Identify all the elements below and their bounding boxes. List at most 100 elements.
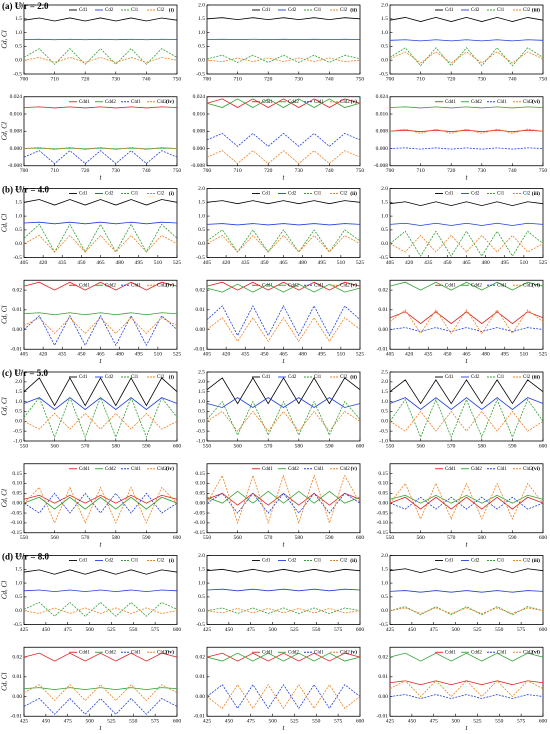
x-axis-label: t (100, 540, 103, 548)
series-line (23, 150, 178, 165)
x-tick-label: 480 (299, 352, 308, 358)
x-tick-label: 600 (173, 719, 182, 725)
y-tick-label: -1.0 (13, 438, 22, 444)
y-tick-label: -0.008 (8, 163, 22, 169)
x-tick-label: 525 (539, 260, 548, 266)
x-tick-label: 750 (539, 76, 548, 82)
y-tick-label: -1.0 (379, 438, 388, 444)
x-tick-label: 450 (443, 260, 452, 266)
y-tick-label: 0.00 (378, 500, 388, 506)
legend-label: Cld2 (157, 100, 167, 105)
series-line (206, 377, 361, 405)
legend-label: Cd1 (445, 375, 454, 380)
x-tick-label: 720 (81, 168, 90, 174)
x-axis-label: t (100, 173, 103, 181)
y-tick-label: 1.5 (15, 567, 22, 573)
x-tick-label: 700 (20, 76, 29, 82)
y-tick-label: 1.0 (381, 213, 388, 219)
series-line (389, 47, 544, 67)
series-line (206, 683, 361, 710)
legend-label: Cd1 (262, 8, 271, 13)
legend-label: Cd2 (105, 559, 114, 564)
legend-label: Cd2 (471, 375, 480, 380)
legend-label: Cdd2 (471, 467, 482, 472)
x-tick-label: 710 (233, 76, 242, 82)
x-tick-label: 475 (430, 719, 439, 725)
x-tick-label: 590 (142, 535, 151, 541)
x-tick-label: 465 (462, 260, 471, 266)
x-tick-label: 720 (447, 76, 456, 82)
legend-label: Cdd1 (262, 650, 273, 655)
y-tick-label: 0.0 (198, 419, 205, 425)
y-tick-label: 0.00 (12, 500, 22, 506)
panel-label: (iv) (166, 282, 174, 289)
legend-label: Cld1 (314, 650, 324, 655)
series-line (23, 412, 178, 430)
legend-label: Cdd2 (105, 467, 116, 472)
y-tick-label: -0.5 (13, 428, 22, 434)
x-tick-label: 500 (268, 719, 277, 725)
legend-label: Cld2 (523, 650, 533, 655)
x-tick-label: 740 (508, 76, 517, 82)
y-tick-label: -0.5 (196, 255, 205, 261)
legend-label: Cdd2 (288, 650, 299, 655)
series-line (23, 396, 178, 439)
y-tick-label: 1.0 (198, 213, 205, 219)
x-tick-label: 450 (42, 627, 51, 633)
legend-label: Cl1 (314, 8, 322, 13)
plot-frame (206, 646, 361, 717)
y-tick-label: 0.01 (195, 307, 205, 313)
series-line (206, 608, 361, 614)
series-line (389, 311, 544, 325)
plot-frame (389, 4, 544, 75)
x-tick-label: 500 (451, 627, 460, 633)
y-tick-label: 0.00 (195, 500, 205, 506)
y-tick-label: 0.05 (378, 491, 388, 497)
y-tick-label: 0.01 (195, 674, 205, 680)
series-line (23, 697, 178, 715)
series-line (206, 229, 361, 253)
x-tick-label: 435 (241, 352, 250, 358)
x-tick-label: 600 (539, 627, 548, 633)
y-tick-label: 0.5 (381, 409, 388, 415)
series-line (23, 221, 178, 225)
series-line (23, 684, 178, 702)
series-line (389, 652, 544, 662)
x-tick-label: 580 (112, 443, 121, 449)
x-tick-label: 590 (508, 535, 517, 541)
series-line (206, 305, 361, 337)
x-tick-label: 700 (203, 168, 212, 174)
x-tick-label: 710 (50, 76, 59, 82)
legend-label: Cl2 (523, 192, 531, 197)
series-line (23, 492, 178, 514)
series-line (389, 230, 544, 257)
x-tick-label: 550 (129, 627, 138, 633)
x-tick-label: 525 (173, 352, 182, 358)
legend-label: Cdd2 (471, 100, 482, 105)
x-tick-label: 510 (154, 352, 163, 358)
legend-label: Cld1 (131, 650, 141, 655)
x-tick-label: 575 (151, 627, 160, 633)
y-tick-label: 0.00 (12, 694, 22, 700)
legend-label: Cl2 (157, 8, 165, 13)
legend-label: Cd1 (79, 375, 88, 380)
y-tick-label: 0.0 (198, 57, 205, 63)
legend-label: Cld2 (157, 650, 167, 655)
y-tick-label: 0.5 (198, 227, 205, 233)
legend-label: Cdd1 (445, 100, 456, 105)
legend-label: Cdd2 (288, 467, 299, 472)
x-tick-label: 600 (539, 535, 548, 541)
series-line (389, 410, 544, 432)
series-line (389, 234, 544, 253)
y-tick-label: 2.0 (15, 379, 22, 385)
series-line (23, 314, 178, 347)
x-tick-label: 730 (112, 76, 121, 82)
panel-label: (iv) (166, 649, 174, 656)
series-line (23, 589, 178, 593)
x-tick-label: 550 (203, 535, 212, 541)
x-tick-label: 420 (405, 260, 414, 266)
y-tick-label: 1.0 (198, 30, 205, 36)
y-tick-label: 0.02 (378, 287, 388, 293)
plot-frame (206, 371, 361, 442)
